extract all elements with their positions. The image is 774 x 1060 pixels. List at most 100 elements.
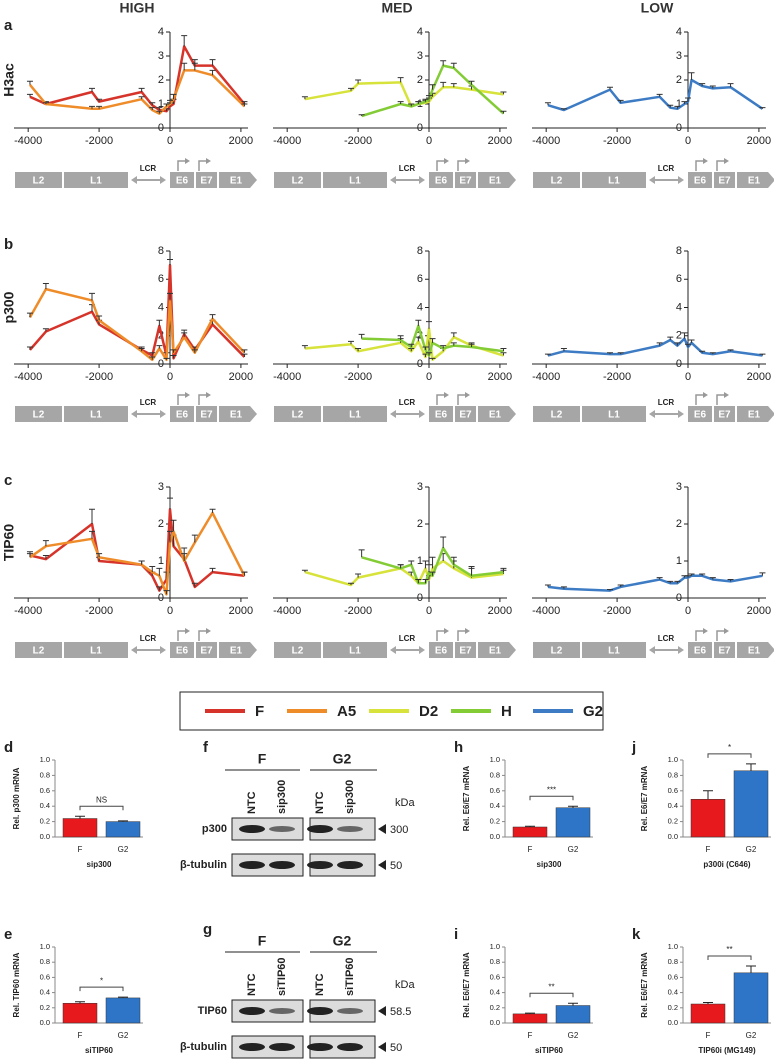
error-bar [26,553,33,558]
significance-label: * [100,976,103,985]
significance-bracket [707,753,752,758]
error-bar [167,530,173,543]
gene-box [274,642,321,658]
error-bar [544,584,551,587]
blot-band [269,1043,295,1051]
error-bar [703,1001,713,1004]
error-bar [167,497,173,510]
x-tick-label: -4000 [14,135,42,147]
gene-box [64,406,128,422]
y-tick-label: 3 [158,50,164,62]
gene-label: L1 [90,410,102,421]
error-bar [440,345,447,349]
lane-label: siTIP60 [344,957,356,996]
error-bar [560,108,567,110]
gene-label: E7 [459,176,472,187]
y-tick-label: 4 [417,26,423,38]
y-tick-label: 1.0 [490,942,500,951]
y-axis-label: TIP60 [1,524,17,562]
gene-box [737,642,774,658]
error-bar [156,107,163,110]
x-tick-label: -2000 [603,605,631,617]
error-bar [301,345,308,349]
gene-box [274,172,321,188]
error-bar [667,580,674,584]
blot-band [239,825,265,833]
error-bar [699,573,706,576]
y-tick-label: 0.4 [490,801,500,810]
y-tick-label: 0.6 [40,972,50,981]
lcr-label: LCR [399,398,416,407]
panel-letter: i [454,926,458,943]
x-tick-label: -2000 [344,135,372,147]
error-bar [727,349,734,352]
error-bar [450,332,457,338]
gene-box [274,406,321,422]
x-tick-label: F [528,845,533,854]
x-tick-label: G2 [746,845,757,854]
error-bar [408,103,415,107]
x-tick-label: G2 [118,1031,129,1040]
y-tick-label: 0.4 [668,988,678,997]
x-tick-label: 0 [167,371,173,383]
error-bar [426,352,432,356]
error-bar [42,282,49,290]
gene-box [170,642,194,658]
promoter-arrow-head [444,158,449,164]
gene-label: E7 [200,646,213,657]
y-tick-label: 0.2 [40,1003,50,1012]
error-bar [468,567,475,576]
promoter-arrow [695,394,704,405]
gene-label: E6 [176,646,189,657]
gene-label: L1 [608,176,620,187]
error-bar [568,805,578,808]
x-tick-label: 2000 [747,135,771,147]
promoter-arrow [457,394,466,405]
lcr-arrow [160,176,166,184]
gene-label: E1 [489,646,502,657]
y-tick-label: 3 [417,481,423,493]
x-tick-label: -2000 [85,371,113,383]
error-bar [560,347,567,352]
gene-box [323,642,387,658]
bar [733,972,769,1024]
blot-band [337,1043,363,1051]
error-bar [209,314,216,319]
y-tick-label: 0.0 [490,832,500,841]
panel-letter: c [4,472,12,489]
error-bar [26,312,33,318]
lcr-label: LCR [140,164,157,173]
error-bar [703,790,713,800]
lcr-label: LCR [658,164,675,173]
y-tick-label: 6 [417,273,423,285]
y-tick-label: 0 [676,592,682,604]
error-bar [156,567,163,576]
error-bar [89,530,95,539]
y-tick-label: 1 [676,555,682,567]
gene-box [455,172,476,188]
gene-box [714,172,735,188]
error-bar [348,340,354,345]
y-tick-label: 8 [417,245,423,257]
y-tick-label: 0.2 [668,1003,678,1012]
lcr-label: LCR [140,634,157,643]
y-tick-label: 2 [417,518,423,530]
promoter-arrow [716,630,725,641]
lane-label: NTC [246,973,258,996]
x-tick-label: G2 [568,845,579,854]
gene-label: L2 [551,410,563,421]
error-bar [96,105,103,109]
error-bar [429,571,436,576]
error-bar [42,328,49,332]
panel-letter: b [4,236,13,253]
x-tick-label: 0 [167,605,173,617]
gene-box [15,406,62,422]
error-bar [149,352,156,356]
promoter-arrow [198,630,207,641]
error-bar [500,110,507,114]
significance-bracket [707,955,752,960]
promoter-arrow [457,630,466,641]
error-bar [440,81,447,88]
x-tick-label: G2 [118,845,129,854]
promoter-arrow [177,160,186,171]
